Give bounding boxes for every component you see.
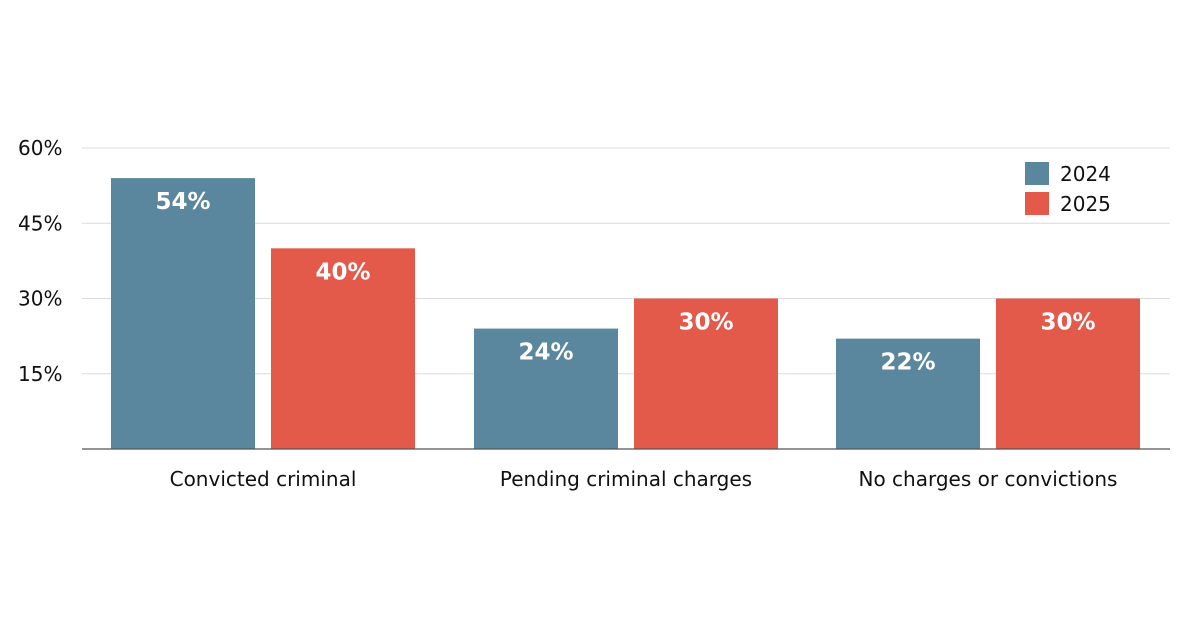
- bars: 54% 40% 24% 30% 22% 30%: [111, 178, 1140, 449]
- y-tick-label: 30%: [18, 287, 62, 311]
- bar-2025-1: [634, 298, 778, 449]
- x-tick-label: Convicted criminal: [170, 467, 357, 491]
- bar-2025-2: [996, 298, 1140, 449]
- gridlines: [82, 147, 1170, 375]
- x-tick-label: No charges or convictions: [859, 467, 1118, 491]
- legend-label: 2025: [1060, 192, 1111, 216]
- y-tick-label: 60%: [18, 136, 62, 160]
- y-tick-label: 15%: [18, 362, 62, 386]
- legend-label: 2024: [1060, 162, 1111, 186]
- bar-2024-0: [111, 178, 255, 449]
- bar-2025-0: [271, 248, 415, 449]
- data-label: 30%: [1040, 310, 1095, 336]
- data-label: 54%: [155, 189, 210, 215]
- data-label: 40%: [315, 259, 370, 285]
- data-label: 30%: [678, 310, 733, 336]
- x-tick-label: Pending criminal charges: [500, 467, 752, 491]
- data-label: 22%: [880, 350, 935, 376]
- y-tick-label: 45%: [18, 211, 62, 235]
- y-axis-tick-labels: 15% 30% 45% 60%: [18, 136, 62, 386]
- data-label: 24%: [518, 340, 573, 366]
- legend-swatch-2024: [1025, 162, 1049, 185]
- legend: 2024 2025: [1025, 162, 1111, 216]
- bar-2024-2: [836, 338, 980, 449]
- legend-swatch-2025: [1025, 192, 1049, 215]
- bar-2024-1: [474, 328, 618, 449]
- x-axis-tick-labels: Convicted criminal Pending criminal charg…: [170, 467, 1118, 491]
